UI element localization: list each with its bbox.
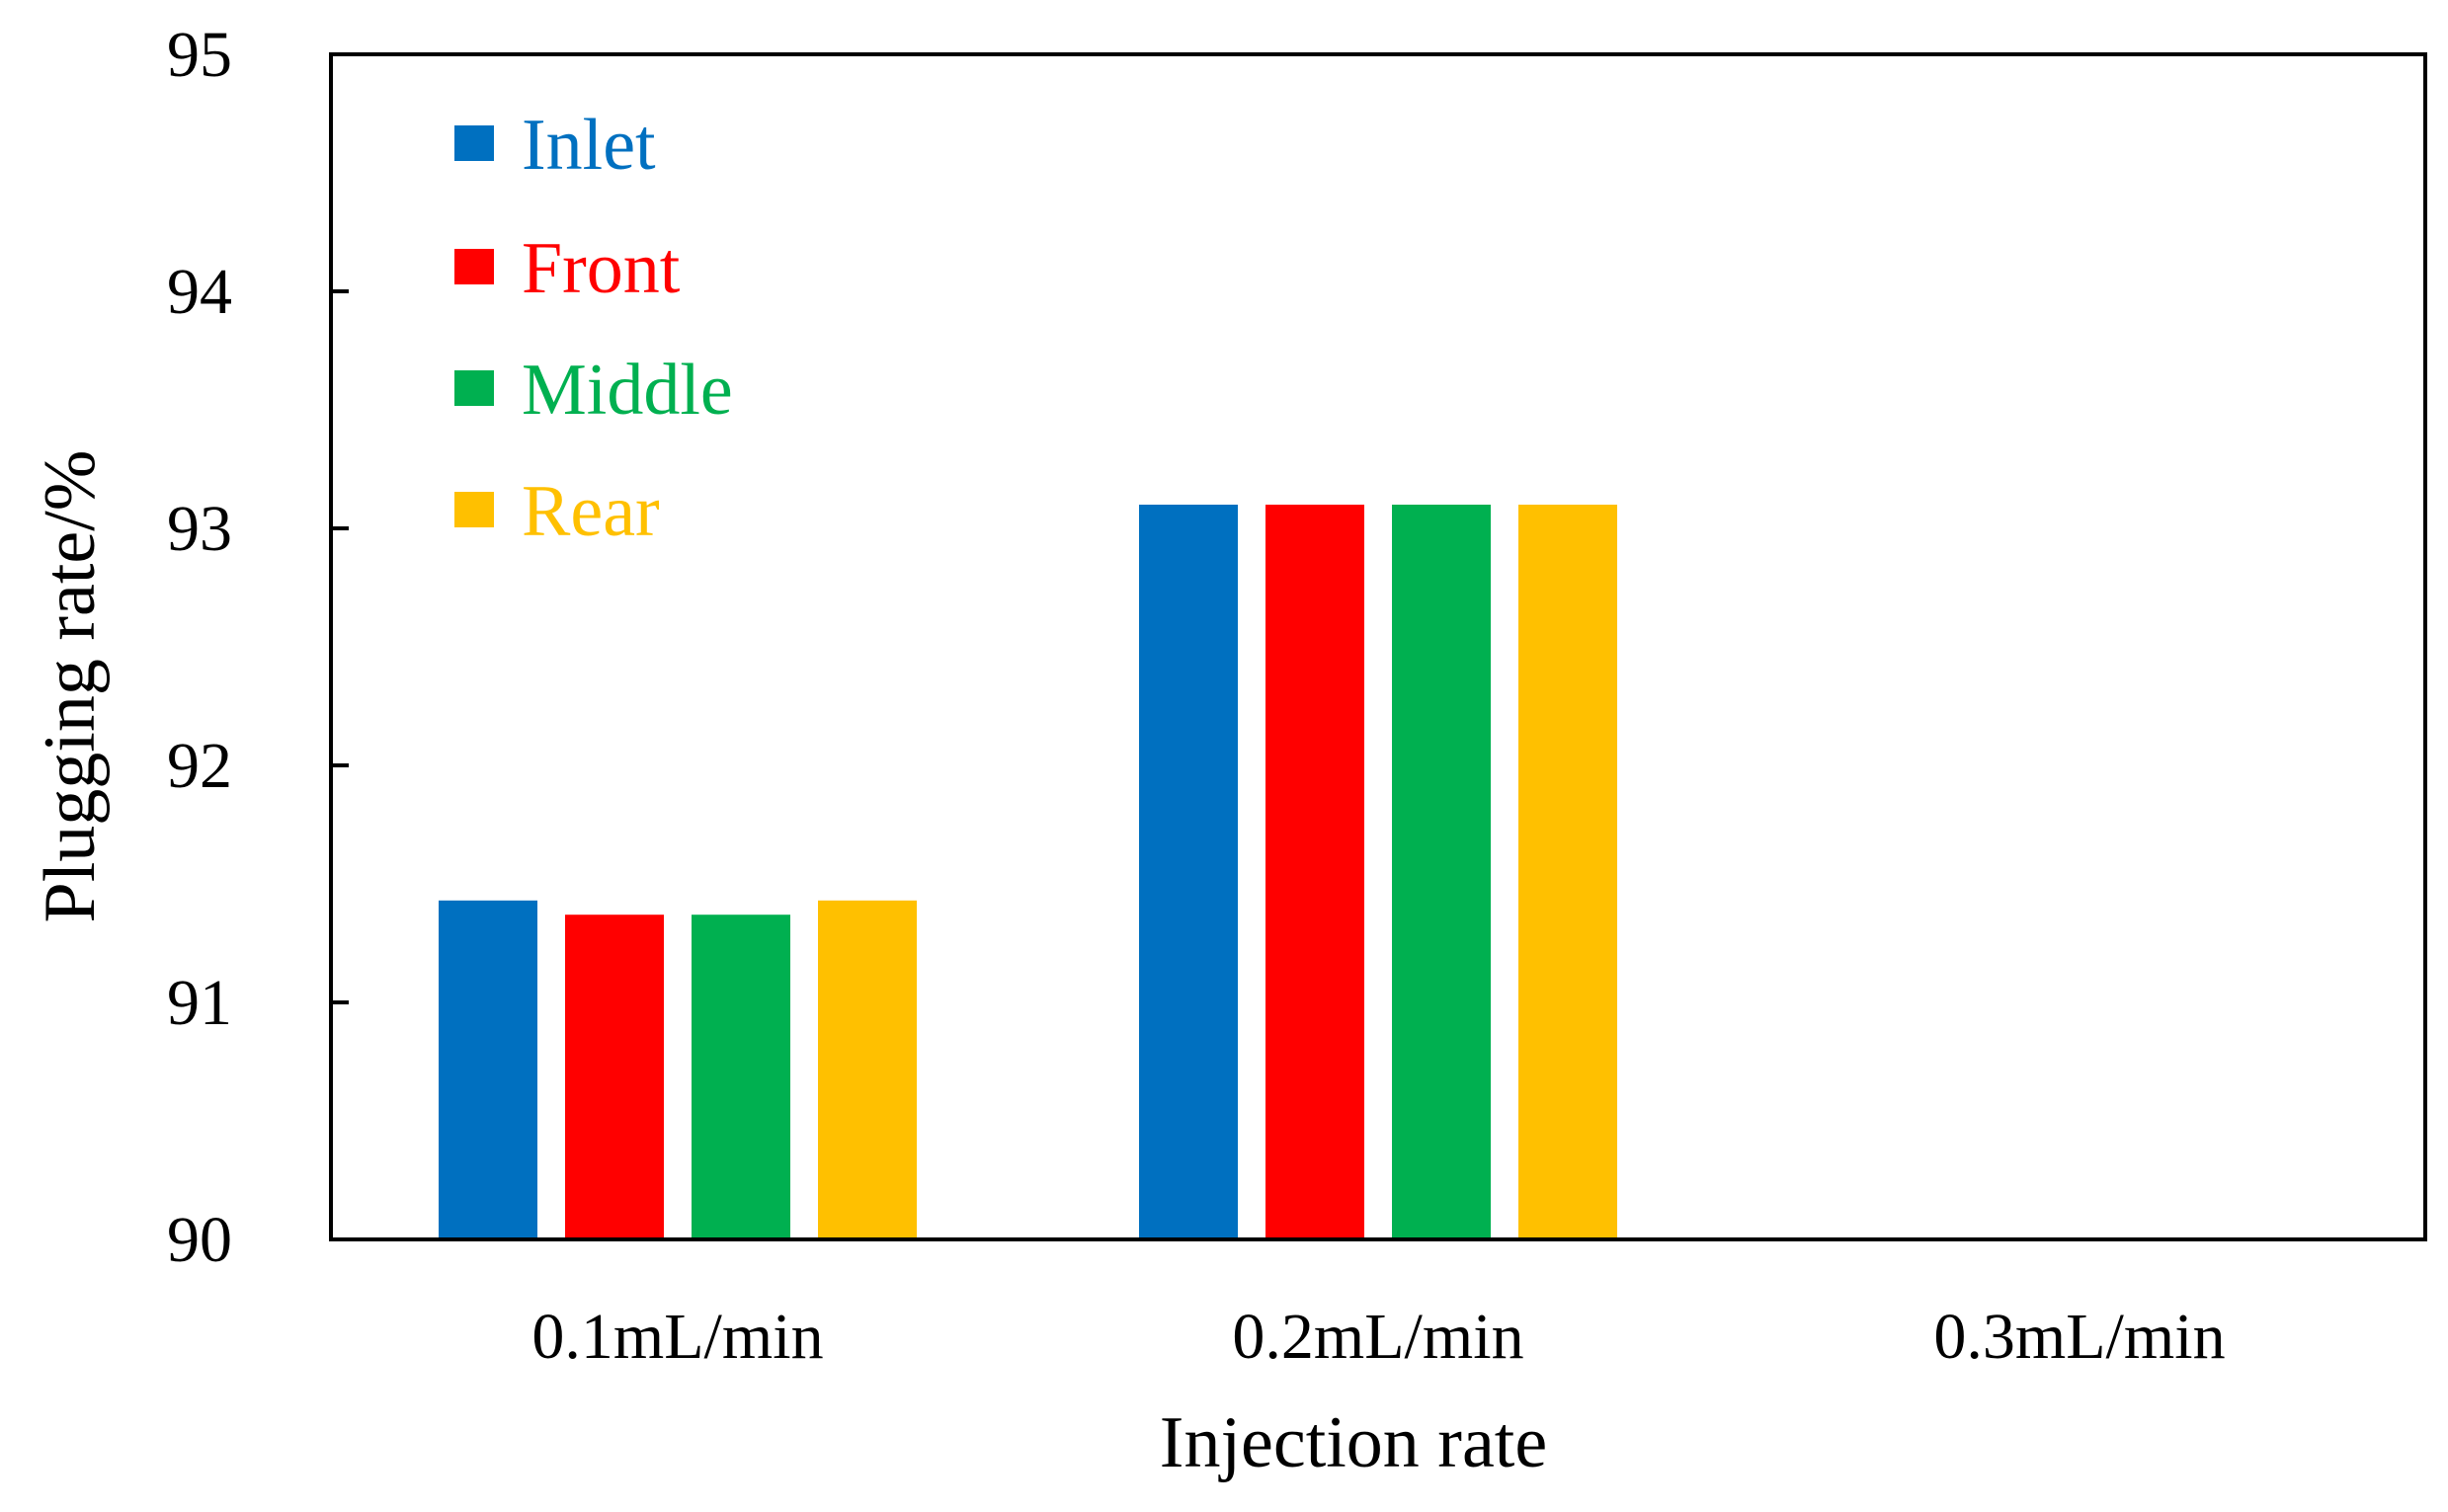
plot-frame [329, 52, 2427, 1241]
bar-inlet-2 [1139, 505, 1238, 1239]
bars-layer [439, 505, 1617, 1239]
y-axis-ticks: 90 91 92 93 94 95 [167, 19, 349, 1276]
y-tick-label: 93 [167, 493, 232, 565]
y-tick-label: 92 [167, 730, 232, 802]
bar-front-1 [565, 915, 664, 1239]
bar-middle-2 [1392, 505, 1491, 1239]
bar-rear-1 [818, 900, 917, 1239]
legend-swatch-front [454, 249, 494, 284]
y-tick-label: 94 [167, 256, 232, 328]
legend-swatch-rear [454, 492, 494, 527]
legend-label-rear: Rear [522, 471, 660, 552]
legend-label-inlet: Inlet [522, 105, 656, 186]
y-axis-title: Plugging rate/% [30, 450, 111, 923]
y-tick-label: 95 [167, 19, 232, 91]
legend-swatch-middle [454, 370, 494, 406]
y-tick-label: 91 [167, 967, 232, 1039]
bar-front-2 [1265, 505, 1364, 1239]
bar-middle-1 [692, 915, 790, 1239]
bar-inlet-1 [439, 900, 537, 1239]
x-tick-label: 0.3mL/min [1933, 1301, 2225, 1373]
x-tick-label: 0.2mL/min [1232, 1301, 1523, 1373]
legend-label-middle: Middle [522, 350, 733, 431]
bar-rear-2 [1518, 505, 1617, 1239]
x-axis-ticks: 0.1mL/min 0.2mL/min 0.3mL/min [531, 1301, 2225, 1373]
y-tick-label: 90 [167, 1204, 232, 1276]
legend-swatch-inlet [454, 125, 494, 161]
x-tick-label: 0.1mL/min [531, 1301, 823, 1373]
x-axis-title: Injection rate [1160, 1402, 1547, 1483]
legend: Inlet Front Middle Rear [454, 105, 733, 552]
legend-label-front: Front [522, 228, 681, 309]
